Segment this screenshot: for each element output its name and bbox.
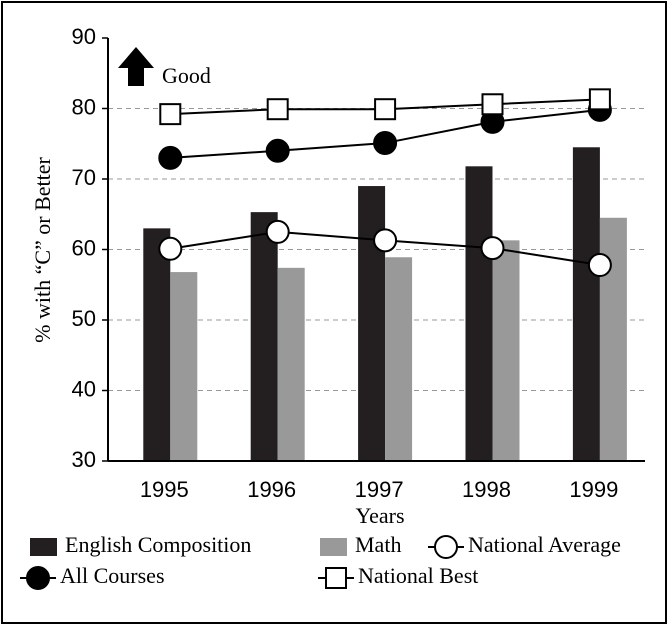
marker xyxy=(265,219,290,244)
legend-label: Math xyxy=(355,532,401,557)
bar xyxy=(492,240,520,461)
marker xyxy=(480,236,505,261)
bar xyxy=(277,267,305,461)
bar xyxy=(250,212,278,461)
y-tick-label: 90 xyxy=(72,24,96,49)
y-tick-label: 60 xyxy=(72,235,96,260)
x-tick-label: 1998 xyxy=(462,477,511,502)
bar xyxy=(143,228,171,461)
arrow-icon xyxy=(118,47,154,86)
annotation: Good xyxy=(162,63,211,88)
legend-marker xyxy=(325,567,347,589)
legend-marker xyxy=(434,535,458,559)
marker xyxy=(373,131,398,156)
bar xyxy=(170,272,198,461)
marker xyxy=(373,228,398,253)
legend-swatch xyxy=(30,538,57,556)
marker xyxy=(159,103,182,126)
x-tick-label: 1995 xyxy=(140,477,189,502)
bar xyxy=(358,186,386,462)
bar xyxy=(572,147,600,461)
marker xyxy=(158,145,183,170)
legend-label: National Average xyxy=(468,532,621,557)
legend-label: National Best xyxy=(358,563,478,588)
legend-label: English Composition xyxy=(65,532,251,557)
legend-swatch xyxy=(320,538,347,556)
bar xyxy=(465,166,493,461)
x-axis-title: Years xyxy=(355,503,404,528)
y-tick-label: 50 xyxy=(72,306,96,331)
legend-label: All Courses xyxy=(60,563,165,588)
marker xyxy=(158,236,183,261)
y-tick-label: 70 xyxy=(72,165,96,190)
y-axis-title: % with “C” or Better xyxy=(30,156,55,342)
y-tick-label: 30 xyxy=(72,447,96,472)
marker xyxy=(588,88,611,111)
marker xyxy=(265,138,290,163)
y-tick-label: 80 xyxy=(72,94,96,119)
marker xyxy=(374,98,397,121)
x-tick-label: 1996 xyxy=(247,477,296,502)
x-tick-label: 1999 xyxy=(569,477,618,502)
x-tick-label: 1997 xyxy=(355,477,404,502)
marker xyxy=(587,253,612,278)
legend-marker xyxy=(26,566,50,590)
y-tick-label: 40 xyxy=(72,376,96,401)
marker xyxy=(481,93,504,116)
bar xyxy=(385,257,413,461)
marker xyxy=(266,98,289,121)
